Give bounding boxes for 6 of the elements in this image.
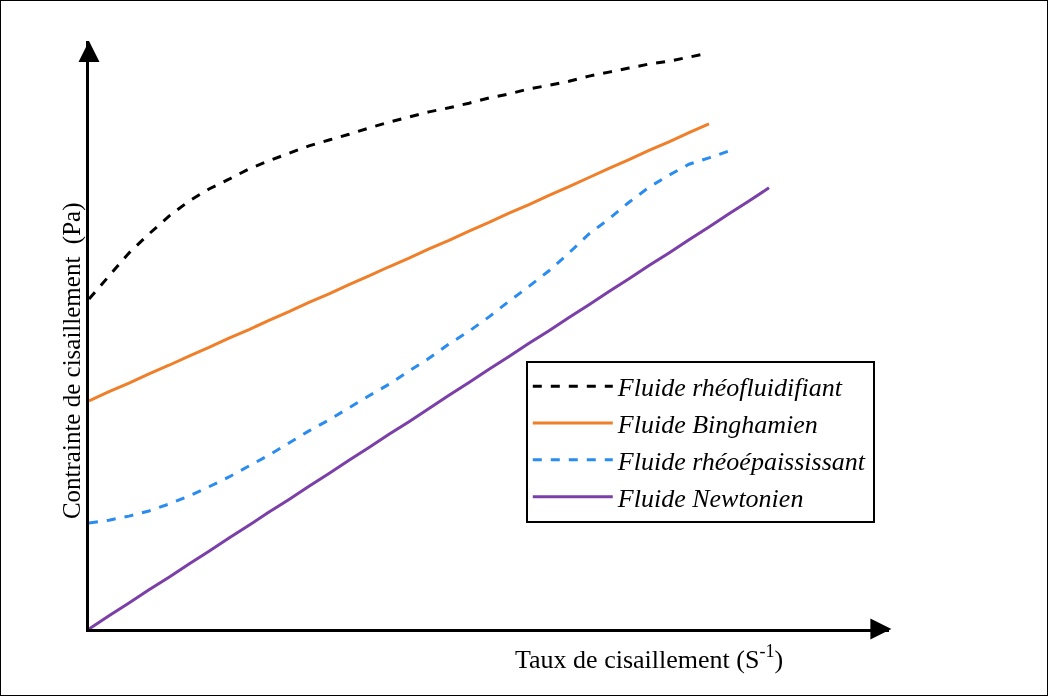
y-axis-title: Contrainte de cisaillement (Pa) <box>58 202 87 520</box>
x-axis-title: Taux de cisaillement (S$^{-1}$) <box>515 641 784 674</box>
legend-label: Fluide rhéofluidifiant <box>616 373 843 403</box>
legend-label: Fluide Binghamien <box>616 410 818 440</box>
legend-label: Fluide rhéoépaississant <box>616 447 866 477</box>
legend-label: Fluide Newtonien <box>616 483 804 513</box>
